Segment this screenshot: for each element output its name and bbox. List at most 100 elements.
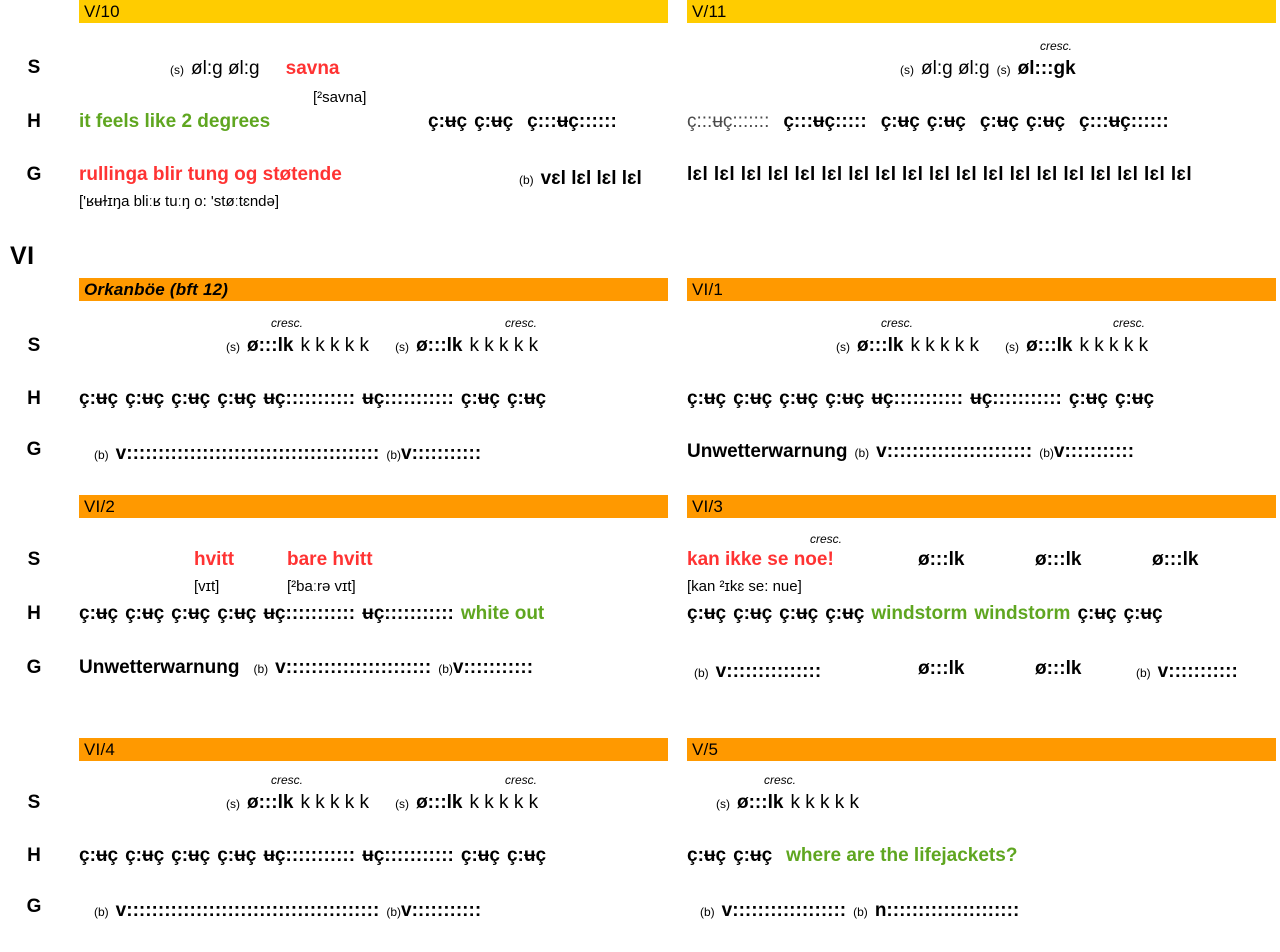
phoneme-tail: k k k k k bbox=[300, 335, 370, 356]
cue-b: (b) bbox=[438, 662, 453, 676]
cue-s: (s) bbox=[716, 797, 730, 811]
phoneme-group: v::::::::::: bbox=[1053, 441, 1135, 462]
cue-b: (b) bbox=[700, 905, 715, 919]
phoneme-group: øl:::gk bbox=[1017, 58, 1076, 79]
phoneme-group: ç:ʉç bbox=[687, 388, 727, 409]
system-label-bar-vi2[interactable]: VI/2 bbox=[79, 495, 668, 518]
phoneme-group: ç:ʉç bbox=[171, 845, 211, 866]
phoneme-tail: k k k k k bbox=[300, 792, 370, 813]
g-row-vi2: Unwetterwarnung (b) v:::::::::::::::::::::… bbox=[79, 657, 533, 679]
s-row-vi1: (s) ø:::lk k k k k k (s) ø:::lk k k k k k bbox=[836, 335, 1148, 357]
cue-s: (s) bbox=[226, 797, 240, 811]
system-label-bar-v11[interactable]: V/11 bbox=[687, 0, 1276, 23]
phoneme-group: ç:::ʉç::::::: bbox=[687, 111, 770, 132]
system-label-v11: V/11 bbox=[692, 2, 727, 21]
phoneme-group: ʉç::::::::::: bbox=[263, 603, 356, 624]
g-row-v10: rullinga blir tung og støtende bbox=[79, 164, 342, 186]
system-label-v5: V/5 bbox=[692, 740, 719, 759]
s-row-vi4: (s) ø:::lk k k k k k (s) ø:::lk k k k k k bbox=[226, 792, 538, 814]
phoneme-group: ç:ʉç bbox=[171, 388, 211, 409]
phoneme-group: vɛl lɛl lɛl lɛl bbox=[540, 168, 642, 189]
h-row-vi4: ç:ʉç ç:ʉç ç:ʉç ç:ʉç ʉç::::::::::: ʉç:::::::::… bbox=[79, 845, 546, 867]
lyric-text: rullinga blir tung og støtende bbox=[79, 164, 342, 185]
system-label-bar-vi4[interactable]: VI/4 bbox=[79, 738, 668, 761]
phoneme-group: ç:ʉç bbox=[687, 845, 727, 866]
cue-b: (b) bbox=[94, 905, 109, 919]
phoneme-group: ç:ʉç bbox=[880, 111, 920, 132]
ipa-transcription-v10-s: [²savna] bbox=[313, 89, 367, 106]
phoneme-group: ø:::lk bbox=[416, 792, 463, 813]
german-text: Unwetterwarnung bbox=[79, 657, 240, 678]
phoneme-group: ç:ʉç bbox=[171, 603, 211, 624]
system-label-bar-vi3[interactable]: VI/3 bbox=[687, 495, 1276, 518]
voice-letter-g-vi2: G bbox=[26, 657, 42, 678]
ipa-transcription-vi2-1: [vɪt] bbox=[194, 578, 220, 595]
g-row-vi3-end: (b) v::::::::::: bbox=[1136, 661, 1238, 683]
s-row-v11: (s) øl:g øl:g (s) øl:::gk bbox=[900, 58, 1076, 80]
cue-b: (b) bbox=[386, 905, 401, 919]
phoneme-group-vi3-s1: ø:::lk bbox=[918, 549, 965, 570]
phoneme-group: ç:ʉç bbox=[687, 603, 727, 624]
phoneme-group: ç:ʉç bbox=[217, 845, 257, 866]
ipa-transcription-v10-g: ['ʁʉɫɪŋa bliːʁ tuːŋ o: 'støːtɛndə] bbox=[79, 193, 280, 210]
phoneme-group: ç:ʉç bbox=[217, 388, 257, 409]
g-row-orkanboe: (b) v::::::::::::::::::::::::::::::::::::… bbox=[94, 443, 481, 465]
lyric-text-vi2-s1: hvitt bbox=[194, 549, 235, 570]
phoneme-group: ʉç::::::::::: bbox=[871, 388, 964, 409]
s-row-v5: (s) ø:::lk k k k k k bbox=[716, 792, 859, 814]
system-label-bar-v10[interactable]: V/10 bbox=[79, 0, 668, 23]
phoneme-group: øl:g øl:g bbox=[921, 58, 990, 79]
h-row-vi2: ç:ʉç ç:ʉç ç:ʉç ç:ʉç ʉç::::::::::: ʉç:::::::::… bbox=[79, 603, 544, 625]
phoneme-group: ç:ʉç bbox=[428, 111, 468, 132]
german-text: Unwetterwarnung bbox=[687, 441, 848, 462]
lyric-text: windstorm bbox=[871, 603, 968, 624]
voice-letter-h-vi2: H bbox=[27, 603, 41, 624]
phoneme-group: ç:ʉç bbox=[474, 111, 514, 132]
h-row-v10-phonemes: ç:ʉç ç:ʉç ç:::ʉç:::::: bbox=[428, 111, 617, 133]
cresc-marking-orkanboe-2: cresc. bbox=[505, 316, 538, 330]
system-label-bar-orkanboe[interactable]: Orkanböe (bft 12) bbox=[79, 278, 668, 301]
phoneme-group: v::::::::::: bbox=[1157, 661, 1238, 682]
phoneme-group: ʉç::::::::::: bbox=[362, 603, 454, 624]
system-label-bar-vi1[interactable]: VI/1 bbox=[687, 278, 1276, 301]
system-label-vi3: VI/3 bbox=[692, 497, 724, 516]
voice-letter-h-vi4: H bbox=[27, 845, 41, 866]
phoneme-group: ç:ʉç bbox=[779, 388, 819, 409]
lyric-text-vi3-s: kan ikke se noe! bbox=[687, 549, 834, 570]
voice-letter-h-orkanboe: H bbox=[27, 388, 41, 409]
phoneme-group: v:::::::::::::::::: bbox=[721, 900, 847, 921]
phoneme-group: ç:ʉç bbox=[1077, 603, 1117, 624]
voice-letter-g-v10: G bbox=[26, 164, 42, 185]
s-row-v10: (s) øl:g øl:g savna bbox=[170, 58, 340, 80]
phoneme-group: v::::::::::::::::::::::: bbox=[275, 657, 432, 678]
g-row-v5: (b) v:::::::::::::::::: (b) n::::::::::::::… bbox=[700, 900, 1019, 922]
phoneme-group: ʉç::::::::::: bbox=[263, 845, 356, 866]
h-row-v11: ç:::ʉç::::::: ç:::ʉç::::: ç:ʉç ç:ʉç ç:ʉç ç:ʉç… bbox=[687, 111, 1169, 133]
voice-letter-g-orkanboe: G bbox=[26, 439, 42, 460]
phoneme-group: ç:::ʉç::::: bbox=[783, 111, 867, 132]
system-label-bar-v5[interactable]: V/5 bbox=[687, 738, 1276, 761]
phoneme-group: ç:ʉç bbox=[825, 388, 865, 409]
phoneme-group: v::::::::::::::::::::::: bbox=[876, 441, 1033, 462]
g-row-vi3: (b) v::::::::::::::: bbox=[694, 661, 821, 683]
cresc-marking-orkanboe-1: cresc. bbox=[271, 316, 304, 330]
g-row-v10-phonemes: (b) vɛl lɛl lɛl lɛl bbox=[519, 168, 642, 190]
phoneme-group: ç:ʉç bbox=[460, 845, 500, 866]
cue-b: (b) bbox=[1136, 666, 1151, 680]
phoneme-group-vi3-s3: ø:::lk bbox=[1152, 549, 1199, 570]
h-row-orkanboe: ç:ʉç ç:ʉç ç:ʉç ç:ʉç ʉç::::::::::: ʉç:::::::::… bbox=[79, 388, 546, 410]
phoneme-group: v::::::::::::::: bbox=[715, 661, 822, 682]
phoneme-group: ø:::lk bbox=[1026, 335, 1073, 356]
phoneme-group: ç:ʉç bbox=[825, 603, 865, 624]
lyric-text: windstorm bbox=[974, 603, 1071, 624]
h-row-vi3: ç:ʉç ç:ʉç ç:ʉç ç:ʉç windstorm windstorm ç:ʉç ç:… bbox=[687, 603, 1163, 625]
phoneme-group: ç:ʉç bbox=[979, 111, 1019, 132]
cresc-marking-v5: cresc. bbox=[764, 773, 797, 787]
voice-letter-g-vi4: G bbox=[26, 896, 42, 917]
cresc-marking-vi4-2: cresc. bbox=[505, 773, 538, 787]
cue-b: (b) bbox=[253, 662, 269, 676]
phoneme-group-vi3-s2: ø:::lk bbox=[1035, 549, 1082, 570]
cue-s: (s) bbox=[900, 63, 914, 77]
lyric-text: savna bbox=[285, 58, 340, 79]
phoneme-group: ç:ʉç bbox=[506, 388, 547, 409]
